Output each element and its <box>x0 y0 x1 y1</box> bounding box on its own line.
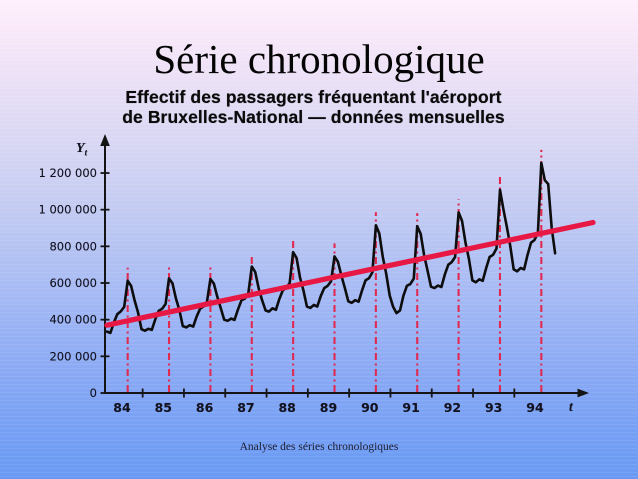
chart-subtitle-line1: Effectif des passagers fréquentant l'aér… <box>125 87 502 107</box>
x-tick-label: 84 <box>113 400 131 415</box>
x-axis-arrow-icon <box>577 388 589 398</box>
y-axis-label: Yt <box>76 141 88 158</box>
y-tick-label: 600 000 <box>49 276 97 290</box>
x-tick-label: 88 <box>278 400 295 415</box>
y-tick-label: 400 000 <box>49 313 97 327</box>
x-tick-label: 85 <box>155 400 172 415</box>
x-tick-label: 94 <box>526 400 544 415</box>
chart-subtitle: Effectif des passagers fréquentant l'aér… <box>0 87 638 127</box>
slide-footer: Analyse des séries chronologiques <box>239 441 399 453</box>
trend-line <box>104 219 596 328</box>
x-tick-label: 89 <box>320 400 337 415</box>
x-tick-label: 87 <box>237 400 254 415</box>
x-tick-label: 92 <box>444 400 461 415</box>
slide-title: Série chronologique <box>153 36 485 82</box>
y-tick-label: 0 <box>90 386 97 400</box>
x-tick-label: 93 <box>485 400 502 415</box>
time-series-chart: 0 200 000 400 000 600 000 800 000 1 000 000 1 … <box>40 134 596 415</box>
y-tick-label: 1 200 000 <box>40 166 97 180</box>
y-tick-label: 200 000 <box>49 349 97 363</box>
y-axis-arrow-icon <box>100 134 110 146</box>
x-tick-label: 91 <box>402 400 419 415</box>
y-tick-label: 1 000 000 <box>40 203 97 217</box>
x-tick-label: 90 <box>361 400 379 415</box>
chart-subtitle-line2: de Bruxelles-National — données mensuell… <box>122 106 505 127</box>
y-tick-label: 800 000 <box>49 239 97 253</box>
series-line <box>105 161 557 335</box>
x-axis-label: t <box>569 399 574 414</box>
x-tick-label: 86 <box>196 400 214 415</box>
